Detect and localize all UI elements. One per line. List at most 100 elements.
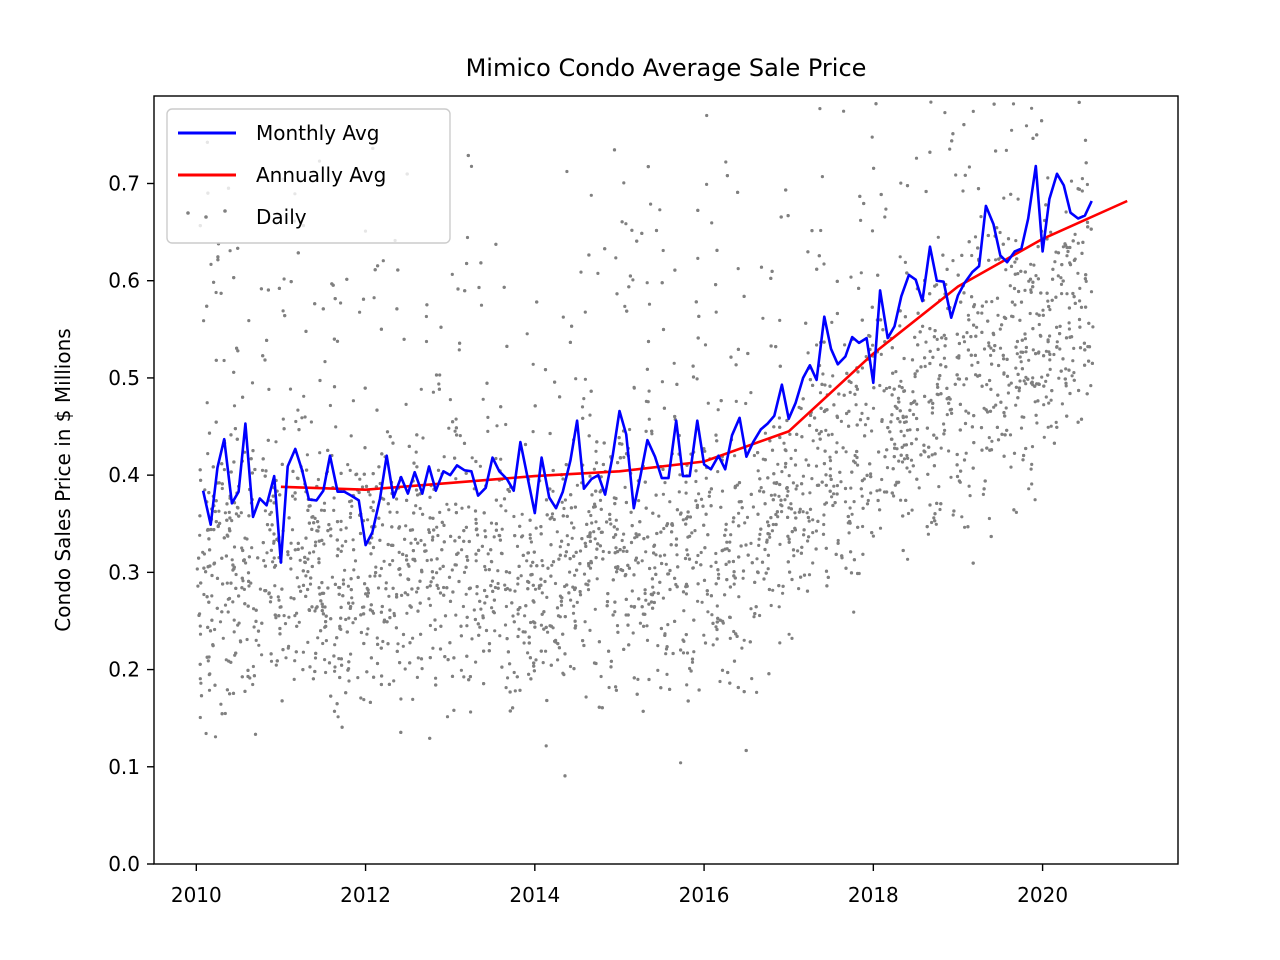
daily-point	[1065, 254, 1069, 258]
daily-point	[1024, 345, 1028, 350]
daily-point	[871, 534, 876, 538]
daily-point	[552, 517, 556, 522]
daily-point	[583, 377, 588, 381]
daily-point	[395, 592, 399, 597]
daily-point	[214, 290, 218, 295]
daily-point	[531, 583, 535, 587]
daily-point	[282, 277, 286, 281]
daily-point	[228, 692, 232, 696]
daily-point	[242, 587, 246, 592]
daily-point	[398, 573, 402, 577]
daily-point	[384, 587, 388, 591]
daily-point	[780, 470, 784, 474]
daily-point	[409, 541, 413, 545]
daily-point	[572, 526, 576, 530]
daily-point	[659, 686, 663, 690]
daily-point	[898, 420, 902, 424]
daily-point	[374, 565, 378, 569]
daily-point	[424, 339, 429, 344]
daily-point	[1017, 389, 1021, 393]
daily-point	[731, 559, 736, 564]
daily-point	[898, 255, 902, 259]
daily-point	[535, 564, 539, 568]
daily-point	[324, 620, 328, 624]
daily-point	[797, 510, 802, 514]
daily-point	[240, 586, 244, 590]
daily-point	[954, 173, 958, 177]
daily-point	[301, 668, 305, 672]
daily-point	[927, 455, 931, 459]
daily-point	[732, 570, 736, 574]
daily-point	[861, 552, 865, 556]
daily-point	[397, 550, 401, 555]
daily-point	[301, 583, 306, 588]
daily-point	[396, 268, 400, 272]
daily-point	[828, 459, 833, 463]
daily-point	[312, 550, 316, 554]
daily-point	[939, 392, 943, 396]
daily-point	[1089, 290, 1094, 294]
daily-point	[802, 528, 806, 532]
daily-point	[532, 664, 536, 668]
daily-point	[320, 538, 324, 543]
series-lines	[201, 164, 1128, 564]
daily-point	[578, 590, 582, 594]
daily-point	[650, 432, 654, 436]
daily-point	[218, 521, 222, 526]
daily-point	[304, 329, 308, 333]
daily-point	[678, 512, 683, 516]
daily-point	[970, 425, 975, 429]
daily-point	[348, 606, 352, 611]
daily-point	[391, 441, 395, 445]
daily-point	[220, 556, 224, 560]
daily-point	[357, 490, 361, 495]
daily-point	[1035, 421, 1039, 425]
daily-point	[316, 477, 320, 482]
daily-point	[545, 595, 549, 600]
daily-point	[966, 313, 971, 317]
daily-point	[645, 624, 649, 628]
daily-point	[369, 603, 373, 607]
daily-point	[350, 504, 354, 508]
daily-point	[624, 573, 628, 577]
daily-point	[921, 324, 925, 328]
daily-point	[1067, 327, 1071, 331]
daily-point	[306, 587, 310, 592]
daily-point	[236, 506, 240, 510]
daily-point	[819, 430, 823, 434]
daily-point	[210, 618, 214, 622]
daily-point	[1023, 288, 1027, 292]
daily-point	[962, 291, 966, 295]
daily-point	[545, 513, 549, 517]
daily-point	[492, 598, 496, 602]
daily-point	[736, 347, 741, 351]
daily-point	[289, 280, 293, 284]
daily-point	[641, 709, 645, 713]
daily-point	[715, 604, 719, 608]
daily-point	[202, 552, 206, 556]
daily-point	[1067, 368, 1071, 372]
daily-point	[814, 547, 818, 551]
daily-point	[629, 510, 633, 514]
daily-point	[465, 235, 470, 240]
daily-point	[247, 319, 251, 323]
daily-point	[635, 692, 639, 696]
daily-point	[1029, 288, 1033, 292]
daily-point	[643, 588, 647, 592]
daily-point	[758, 532, 762, 537]
daily-point	[346, 668, 350, 672]
daily-point	[289, 556, 293, 560]
daily-point	[508, 571, 512, 575]
daily-point	[306, 557, 310, 561]
daily-point	[627, 566, 632, 570]
daily-point	[275, 537, 279, 542]
daily-point	[1024, 350, 1028, 354]
daily-point	[1028, 277, 1033, 281]
daily-point	[376, 264, 380, 268]
daily-point	[993, 344, 997, 348]
daily-point	[754, 605, 758, 609]
daily-point	[326, 586, 330, 590]
daily-point	[807, 535, 811, 539]
daily-point	[1019, 300, 1024, 304]
daily-point	[895, 481, 899, 485]
